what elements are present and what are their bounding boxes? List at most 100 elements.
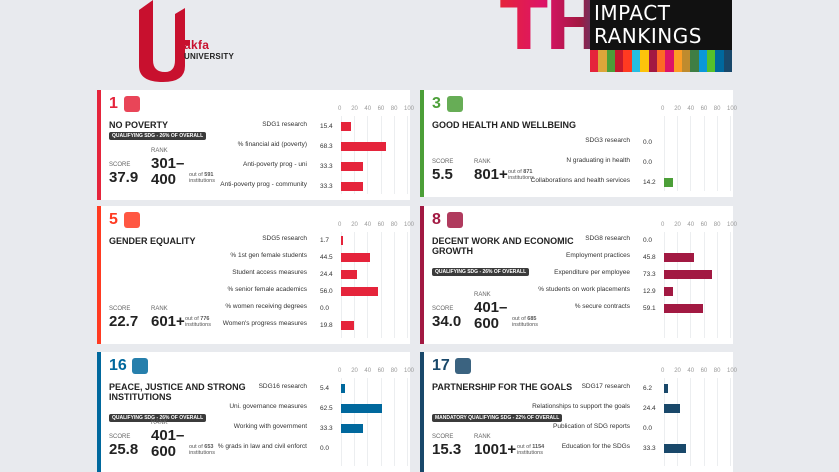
metric-value: 0.0 [320, 445, 330, 452]
rank-value: 401– 600 [474, 299, 508, 332]
axis-tick-label: 40 [364, 368, 372, 374]
akfa-wordmark: akfa [184, 38, 210, 52]
gridline [341, 378, 342, 466]
sdg-card-sdg16: 16 PEACE, JUSTICE AND STRONG INSTITUTIONS… [97, 352, 414, 472]
gridline [690, 232, 692, 338]
metric-bar [341, 142, 387, 151]
metric-label: % grads in law and civil enforct [217, 443, 307, 450]
axis-tick-label: 40 [364, 222, 372, 228]
sdg-strip-segment [590, 50, 599, 72]
institutions-label: institutions [189, 178, 215, 184]
institutions-label: institutions [512, 322, 538, 328]
gridline [677, 378, 679, 466]
axis-tick-label: 40 [364, 106, 372, 112]
metric-value: 0.0 [320, 305, 330, 312]
university-wordmark: UNIVERSITY [184, 52, 235, 61]
metric-label: % 1st gen female students [230, 252, 307, 259]
gridline [380, 116, 382, 194]
metric-bar [341, 424, 363, 433]
sdg-strip-segment [723, 50, 733, 72]
sdg-goal-icon [124, 212, 140, 228]
axis-tick-label: 20 [674, 222, 681, 228]
metric-bar [341, 321, 355, 330]
axis-tick-label: 20 [674, 368, 681, 374]
axis-tick-label: 0 [338, 368, 342, 374]
axis-tick-label: 100 [727, 368, 738, 374]
metric-value: 45.8 [643, 254, 656, 261]
axis-tick-label: 0 [661, 222, 665, 228]
metric-bar [664, 404, 681, 413]
institutions-total: out of 776 institutions [185, 316, 225, 328]
gridline [716, 378, 718, 466]
axis-tick-label: 100 [404, 222, 415, 228]
gridline [393, 378, 395, 466]
out-of-label: out of [185, 316, 201, 322]
out-of-label: out of [189, 172, 205, 178]
metric-value: 6.2 [643, 385, 653, 392]
score-value: 22.7 [109, 313, 139, 330]
metric-value: 56.0 [320, 288, 333, 295]
institutions-total: out of 653 institutions [189, 444, 229, 456]
axis-tick-label: 60 [700, 368, 708, 374]
metric-label: SDG1 research [262, 121, 307, 128]
sdg-strip-segment [707, 50, 716, 72]
metric-label: SDG5 research [262, 235, 307, 242]
sdg-strip-segment [715, 50, 724, 72]
sdg-number: 16 [109, 357, 127, 374]
gridline [716, 116, 718, 191]
sdg-goal-icon [124, 96, 140, 112]
score-value: 25.8 [109, 441, 139, 458]
metric-value: 0.0 [643, 237, 653, 244]
metric-bar [664, 444, 686, 453]
out-of-label: out of [189, 444, 205, 450]
rank-value: 1001+ [474, 441, 517, 458]
gridline [690, 378, 692, 466]
metric-label: Working with government [233, 423, 307, 430]
metric-label: % financial aid (poverty) [237, 141, 307, 148]
axis-tick-label: 80 [713, 368, 721, 374]
axis-tick-label: 60 [700, 222, 708, 228]
metric-label: Publication of SDG reports [553, 423, 630, 430]
gridline [703, 378, 705, 466]
metric-label: % women receiving degrees [225, 303, 307, 310]
score-label: SCORE [109, 434, 131, 440]
rank-value: 301– 400 [151, 155, 185, 188]
sdg-strip-segment [681, 50, 691, 72]
akfa-university-logo [139, 0, 190, 82]
rank-label: RANK [474, 292, 491, 298]
institutions-total: out of 1154 institutions [517, 444, 557, 456]
metric-value: 0.0 [643, 425, 653, 432]
metric-bar [341, 236, 343, 245]
sdg-title: DECENT WORK AND ECONOMIC GROWTH [432, 236, 574, 256]
sdg-card-sdg8: 8 DECENT WORK AND ECONOMIC GROWTH QUALIFYI… [420, 206, 737, 344]
sdg-strip-segment [656, 50, 666, 72]
total-count: 653 [204, 444, 214, 450]
metric-value: 68.3 [320, 143, 333, 150]
metric-value: 59.1 [643, 305, 656, 312]
metric-bar [341, 384, 345, 393]
sdg-title: GENDER EQUALITY [109, 236, 196, 246]
axis-tick-label: 80 [390, 368, 398, 374]
metric-label: Uni. governance measures [229, 403, 307, 410]
metric-label: Education for the SDGs [561, 443, 630, 450]
gridline [367, 378, 369, 466]
gridline [703, 116, 705, 191]
metric-value: 62.5 [320, 405, 333, 412]
score-label: SCORE [109, 162, 131, 168]
gridline [354, 378, 356, 466]
metric-bar [341, 287, 378, 296]
sdg-strip-segment [615, 50, 624, 72]
total-count: 591 [204, 172, 214, 178]
qualifying-badge: QUALIFYING SDG - 26% OF OVERALL [109, 414, 207, 422]
metric-value: 44.5 [320, 254, 333, 261]
institutions-total: out of 871 institutions [508, 169, 548, 181]
metric-bar [664, 270, 713, 279]
gridline [367, 116, 369, 194]
gridline [730, 116, 731, 191]
sdg-goal-icon [447, 96, 463, 112]
metric-bar [664, 384, 669, 393]
gridline [690, 116, 692, 191]
metric-value: 15.4 [320, 123, 333, 130]
sdg-card-sdg17: 17 PARTNERSHIP FOR THE GOALS MANDATORY QUA… [420, 352, 737, 472]
axis-tick-label: 80 [713, 222, 721, 228]
